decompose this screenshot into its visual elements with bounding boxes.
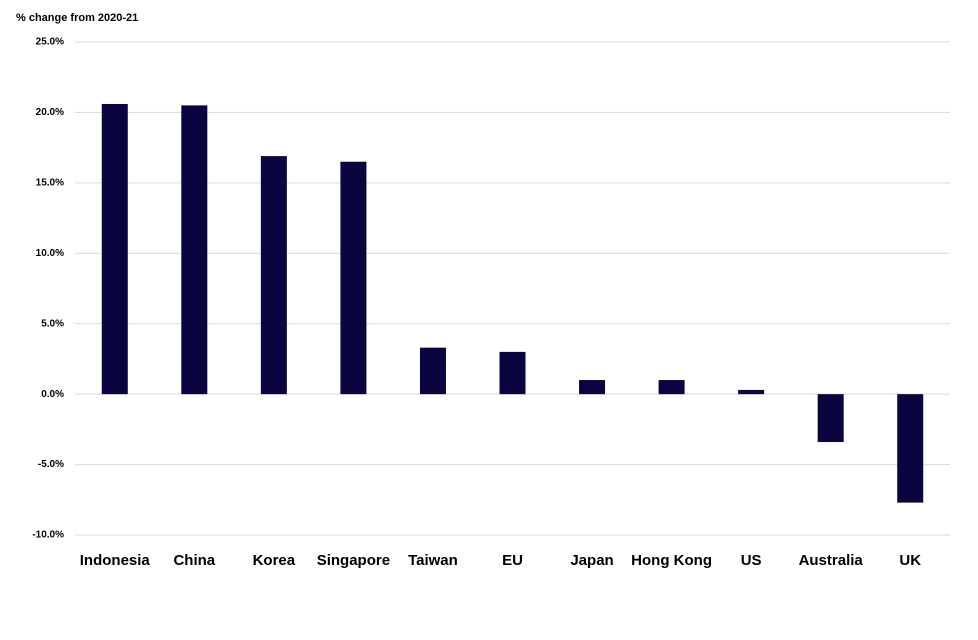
bar [897, 394, 924, 503]
bar [101, 103, 128, 395]
y-tick-label: 10.0% [36, 248, 64, 259]
bar [260, 156, 287, 395]
bar [817, 394, 844, 443]
y-tick-label: 20.0% [36, 107, 64, 118]
y-axis-label: % change from 2020-21 [16, 12, 138, 24]
y-tick-label: 0.0% [41, 389, 64, 400]
bar [419, 347, 446, 395]
bar [499, 351, 526, 395]
y-tick-label: 15.0% [36, 177, 64, 188]
bar [738, 389, 765, 395]
x-tick-label: UK [899, 552, 922, 569]
x-tick-label: China [173, 552, 216, 569]
y-tick-label: -10.0% [32, 530, 64, 541]
bar [181, 105, 208, 395]
x-tick-label: Hong Kong [631, 552, 712, 569]
x-tick-label: Indonesia [79, 552, 150, 569]
x-tick-label: US [740, 552, 762, 569]
x-tick-label: Singapore [316, 552, 391, 569]
bar [658, 380, 685, 395]
x-tick-label: Taiwan [408, 552, 458, 569]
bar [579, 380, 606, 395]
bar [340, 161, 367, 395]
x-tick-label: Korea [252, 552, 296, 569]
x-tick-label: Japan [570, 552, 614, 569]
x-tick-label: EU [502, 552, 523, 569]
y-tick-label: -5.0% [38, 459, 64, 470]
x-tick-label: Australia [798, 552, 863, 569]
y-tick-label: 25.0% [36, 37, 64, 48]
y-tick-label: 5.0% [41, 318, 64, 329]
